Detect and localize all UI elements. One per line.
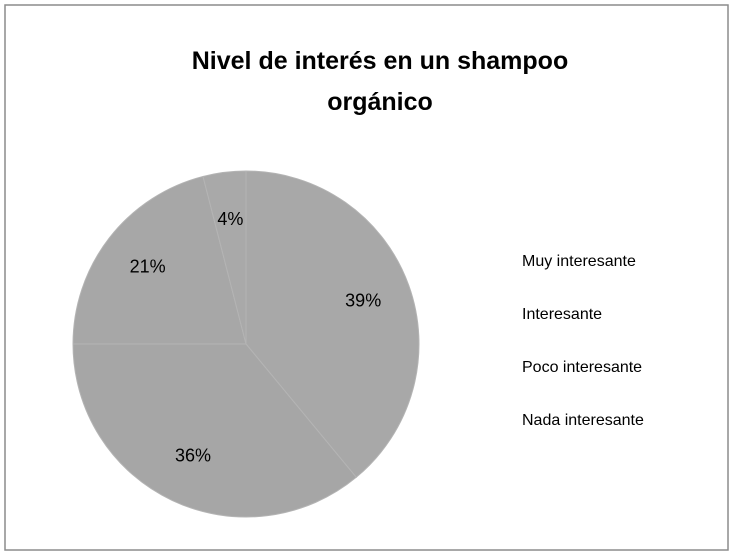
legend-label: Muy interesante bbox=[522, 253, 636, 270]
pie-slice bbox=[245, 170, 420, 479]
legend-label: Interesante bbox=[522, 306, 602, 323]
legend-label: Nada interesante bbox=[522, 412, 644, 429]
chart-title: Nivel de interés en un shampoo orgánico bbox=[192, 47, 568, 116]
data-label: 39% bbox=[345, 291, 381, 311]
data-label: 4% bbox=[217, 209, 243, 229]
pie-slice bbox=[72, 343, 357, 518]
pie-slice bbox=[202, 170, 247, 345]
pie-slice bbox=[72, 175, 247, 345]
legend-label: Poco interesante bbox=[522, 359, 642, 376]
data-label: 36% bbox=[175, 445, 211, 465]
data-label: 21% bbox=[130, 256, 166, 276]
